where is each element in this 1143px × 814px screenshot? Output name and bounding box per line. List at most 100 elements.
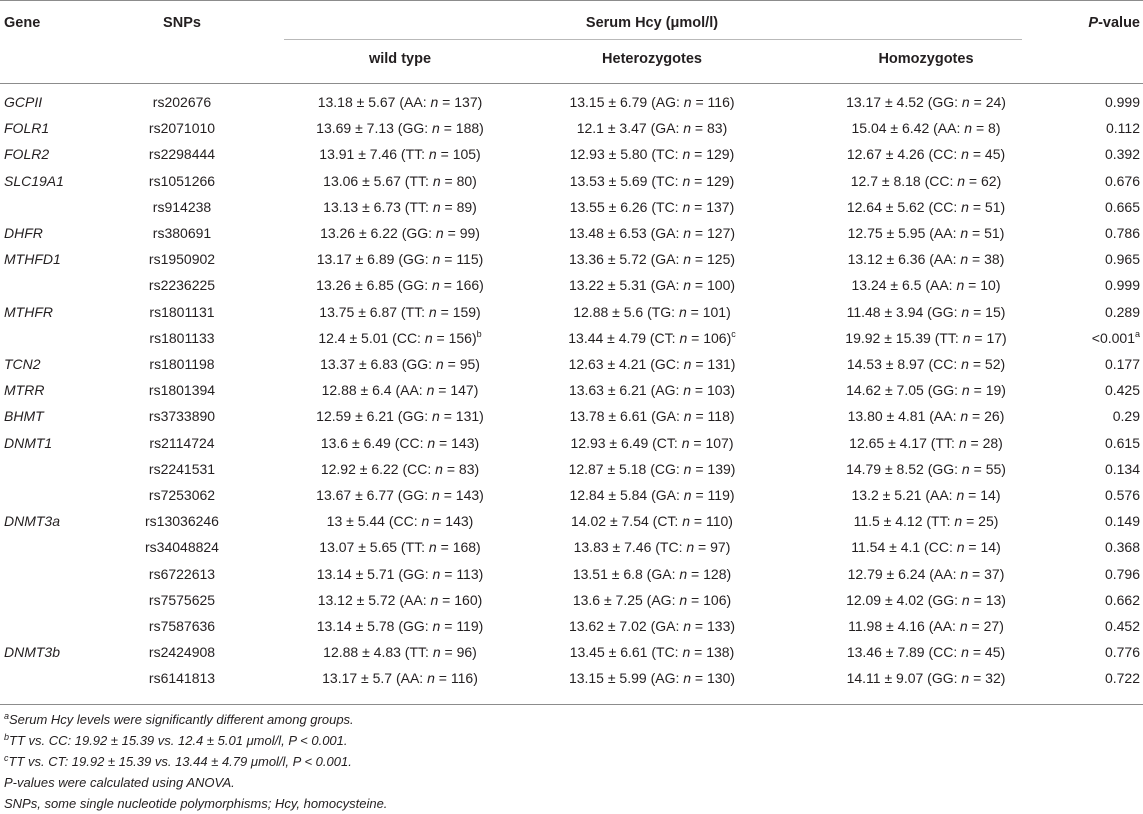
close-paren: ) — [1000, 146, 1006, 162]
pvalue-cell: <0.001a — [1050, 329, 1140, 347]
homozygotes-cell-count: 19 — [985, 382, 1002, 398]
n-equals: = — [687, 592, 704, 608]
n-label: n — [435, 356, 444, 372]
n-equals: = — [440, 618, 457, 634]
heterozygotes-cell: 13.15 ± 5.99 (AG: n = 130) — [492, 669, 812, 687]
heterozygotes-cell: 13.78 ± 6.61 (GA: n = 118) — [492, 407, 812, 425]
n-equals: = — [691, 356, 708, 372]
pvalue-cell: 0.112 — [1050, 119, 1140, 137]
n-equals: = — [691, 94, 708, 110]
heterozygotes-cell-value: 13.15 ± 6.79 (AG: — [569, 94, 684, 110]
n-label: n — [683, 382, 692, 398]
heterozygotes-cell-count: 125 — [707, 251, 731, 267]
footnote-text: Serum Hcy levels were significantly diff… — [9, 712, 354, 727]
n-label: n — [959, 618, 968, 634]
homozygotes-cell-count: 32 — [985, 670, 1001, 686]
heterozygotes-cell-count: 131 — [707, 356, 731, 372]
wild-type-cell-count: 188 — [455, 120, 480, 136]
n-label: n — [686, 539, 695, 555]
heterozygotes-cell: 13.22 ± 5.31 (GA: n = 100) — [492, 276, 812, 294]
homozygotes-cell-value: 12.09 ± 4.02 (GG: — [846, 592, 962, 608]
wild-type-cell-value: 13.91 ± 7.46 (TT: — [319, 146, 429, 162]
close-paren: ) — [478, 566, 484, 582]
pvalue-cell: 0.965 — [1050, 250, 1140, 268]
close-paren: ) — [478, 251, 484, 267]
snp-cell: rs1801133 — [149, 330, 215, 346]
homozygotes-cell-count: 10 — [980, 277, 996, 293]
n-label: n — [961, 199, 969, 215]
close-paren: ) — [1000, 670, 1006, 686]
n-label: n — [681, 435, 690, 451]
snp-cell: rs2298444 — [148, 146, 216, 162]
n-label: n — [960, 251, 969, 267]
pvalue-cell: 0.776 — [1050, 643, 1140, 661]
wild-type-cell: 13.37 ± 6.83 (GG: n = 95) — [250, 355, 550, 373]
pvalue-cell: 0.999 — [1050, 93, 1140, 111]
close-paren: ) — [472, 644, 477, 660]
n-label: n — [432, 618, 441, 634]
homozygotes-cell: 12.67 ± 4.26 (CC: n = 45) — [766, 145, 1086, 163]
pvalue-cell: 0.796 — [1050, 565, 1140, 583]
wild-type-cell-value: 13.26 ± 6.85 (GG: — [316, 277, 433, 293]
wild-type-cell-value: 13.69 ± 7.13 (GG: — [316, 120, 433, 136]
snp-cell: rs34048824 — [145, 539, 219, 555]
close-paren: ) — [1000, 304, 1006, 320]
close-paren: ) — [730, 618, 736, 634]
pvalue-value: 0.112 — [1106, 120, 1140, 136]
wild-type-cell-count: 143 — [455, 487, 480, 503]
heterozygotes-cell: 13.36 ± 5.72 (GA: n = 125) — [492, 250, 812, 268]
snp-cell: rs380691 — [152, 225, 212, 241]
homozygotes-cell: 13.17 ± 4.52 (GG: n = 24) — [766, 93, 1086, 111]
heterozygotes-cell-count: 106 — [703, 330, 727, 346]
close-paren: ) — [726, 304, 731, 320]
heterozygotes-cell: 12.84 ± 5.84 (GA: n = 119) — [492, 486, 812, 504]
close-paren: ) — [730, 382, 736, 398]
n-equals: = — [436, 304, 453, 320]
wild-type-cell: 12.88 ± 6.4 (AA: n = 147) — [250, 381, 550, 399]
wild-type-cell-count: 89 — [456, 199, 473, 215]
heterozygotes-cell-value: 13.63 ± 6.21 (AG: — [568, 382, 684, 398]
close-paren: ) — [1001, 94, 1006, 110]
wild-type-cell-count: 83 — [458, 461, 475, 477]
close-paren: ) — [730, 461, 736, 477]
homozygotes-cell-value: 14.53 ± 8.97 (CC: — [846, 356, 962, 372]
homozygotes-cell-value: 12.75 ± 5.95 (AA: — [847, 225, 961, 241]
snp-cell: rs1801131 — [149, 304, 215, 320]
close-paren: ) — [475, 225, 480, 241]
n-equals: = — [691, 251, 708, 267]
homozygotes-cell-value: 12.67 ± 4.26 (CC: — [846, 146, 962, 162]
heterozygotes-cell-count: 129 — [706, 146, 730, 162]
n-label: n — [428, 146, 437, 162]
pvalue-value: 0.999 — [1104, 94, 1140, 110]
pvalue-value: 0.149 — [1104, 513, 1140, 529]
n-label: n — [961, 304, 970, 320]
homozygotes-cell-value: 19.92 ± 15.39 (TT: — [845, 330, 963, 346]
n-equals: = — [968, 644, 985, 660]
gene-cell: MTRR — [4, 382, 45, 398]
close-paren: ) — [477, 94, 483, 110]
pvalue-cell: 0.676 — [1050, 172, 1140, 190]
wild-type-cell-value: 12.88 ± 6.4 (AA: — [321, 382, 427, 398]
close-paren: ) — [475, 356, 480, 372]
homozygotes-cell-value: 13.17 ± 4.52 (GG: — [846, 94, 962, 110]
header-homozygotes: Homozygotes — [878, 51, 974, 67]
snp-cell: rs6722613 — [148, 566, 216, 582]
wild-type-cell: 13.07 ± 5.65 (TT: n = 168) — [250, 538, 550, 556]
pvalue-cell: 0.662 — [1050, 591, 1140, 609]
homozygotes-cell-count: 55 — [985, 461, 1002, 477]
n-label: n — [682, 173, 691, 189]
heterozygotes-cell-count: 130 — [707, 670, 731, 686]
header-gene: Gene — [4, 15, 41, 31]
n-equals: = — [690, 173, 707, 189]
n-equals: = — [691, 461, 708, 477]
n-label: n — [683, 120, 692, 136]
footnote-text: TT vs. CT: 19.92 ± 15.39 vs. 13.44 ± 4.7… — [8, 754, 352, 769]
wild-type-cell-value: 13.6 ± 6.49 (CC: — [320, 435, 428, 451]
close-paren: ) — [728, 513, 733, 529]
heterozygotes-cell-value: 13.36 ± 5.72 (GA: — [568, 251, 684, 267]
n-equals: = — [972, 120, 989, 136]
header-snps: SNPs — [163, 15, 201, 31]
heterozygotes-cell: 12.93 ± 6.49 (CT: n = 107) — [492, 434, 812, 452]
wild-type-cell-value: 12.88 ± 4.83 (TT: — [323, 644, 433, 660]
n-equals: = — [440, 173, 457, 189]
